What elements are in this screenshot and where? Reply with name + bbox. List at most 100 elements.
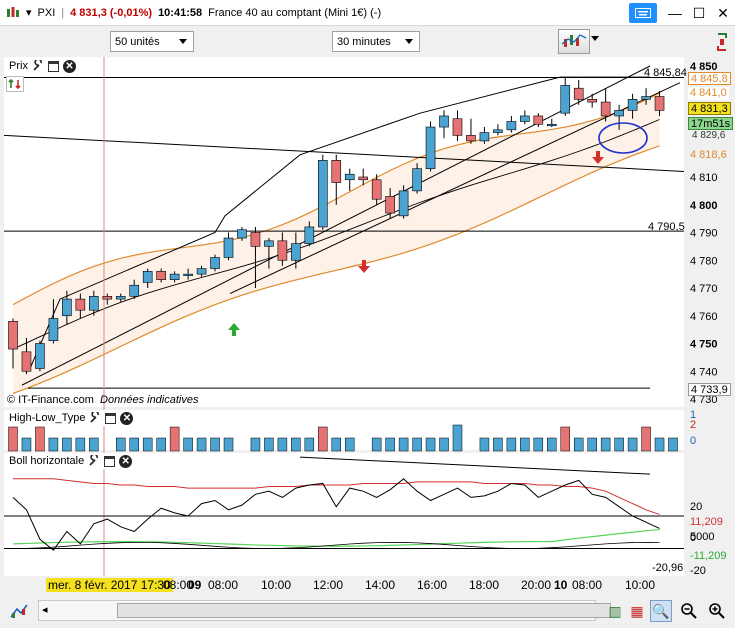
- close-icon: ✕: [717, 4, 729, 21]
- chart-area[interactable]: 4 850 4 810 4 800 4 790 4 780 4 770 4 760 4 750…: [0, 26, 735, 596]
- sell-signal-arrow: [358, 260, 370, 273]
- candle-body: [304, 226, 315, 244]
- buy-signal-arrow: [228, 323, 240, 336]
- time-axis-label: 10: [554, 578, 568, 592]
- step-line: [29, 76, 650, 369]
- boll-axis-label: 11,209: [690, 516, 723, 528]
- zoom-in-button[interactable]: [706, 600, 728, 622]
- window-icon[interactable]: [105, 412, 117, 424]
- candle-body: [371, 179, 382, 200]
- chevron-down-icon: [179, 39, 187, 44]
- hl-bar: [142, 437, 153, 452]
- chevron-down-icon[interactable]: ▾: [26, 7, 32, 19]
- cursor-date-label: mer. 8 févr. 2017 17:30: [46, 578, 173, 592]
- price-axis-label: 4 780: [690, 255, 718, 267]
- split-chart-icon: ▥: [608, 602, 622, 619]
- boll-panel-bg: [4, 453, 684, 576]
- hl-bar: [614, 437, 624, 452]
- close-icon[interactable]: ✕: [62, 59, 76, 73]
- keyboard-button[interactable]: [629, 3, 657, 23]
- wrench-icon[interactable]: [32, 60, 44, 72]
- chart-type-button[interactable]: [8, 600, 30, 622]
- candlestick-icon: [10, 604, 28, 618]
- candle-body: [250, 232, 261, 247]
- candle-body: [493, 129, 503, 133]
- boll-axis-label: 0: [690, 532, 696, 544]
- hl-label-2: 2: [690, 419, 696, 431]
- time-scrollbar[interactable]: ◂: [38, 600, 611, 621]
- hl-bar: [35, 426, 45, 452]
- zoom-out-icon: [681, 603, 697, 619]
- scrollbar-thumb[interactable]: [117, 603, 611, 618]
- hl-bar: [371, 437, 382, 452]
- wrench-icon[interactable]: [88, 455, 100, 467]
- hline-high-label: 4 845,84: [644, 67, 687, 79]
- candle-body: [466, 135, 476, 142]
- price-change: 4 831,3 (-0,01%): [70, 6, 153, 19]
- interval-select[interactable]: 30 minutes: [332, 31, 420, 52]
- candle-body: [129, 284, 140, 297]
- candle-body: [48, 318, 59, 342]
- indicator-button[interactable]: [558, 29, 590, 54]
- boll-panel-title: Boll horizontale: [9, 455, 85, 467]
- price-axis-label: 4 810: [690, 172, 718, 184]
- hl-bar: [493, 437, 503, 452]
- hl-bar: [641, 426, 651, 452]
- zoom-out-button[interactable]: [678, 600, 700, 622]
- candle-body: [223, 237, 234, 258]
- moving-average-line: [12, 119, 660, 350]
- hl-bar: [654, 437, 665, 452]
- copyright-line: © IT-Finance.com Données indicatives: [7, 394, 198, 406]
- sub-price-tag: 4 829,6: [692, 130, 726, 141]
- boll-axis-label: -20: [690, 565, 706, 577]
- candle-body: [196, 268, 207, 275]
- time-axis-label: 20:00: [521, 578, 552, 592]
- candle-body: [156, 271, 166, 280]
- window-icon[interactable]: [104, 455, 116, 467]
- upper-band-tag: 4 845,8: [688, 72, 731, 85]
- app-chart-icon: [7, 6, 19, 17]
- hl-label-0: 0: [690, 435, 696, 447]
- hl-bar: [439, 437, 449, 452]
- close-icon[interactable]: ✕: [119, 454, 133, 468]
- time-axis-label: 12:00: [313, 578, 344, 592]
- close-button[interactable]: ✕: [711, 0, 735, 26]
- wrench-icon[interactable]: [89, 412, 101, 424]
- candle-body: [62, 298, 72, 317]
- candle-body: [344, 173, 355, 181]
- bollinger-lower-line: [12, 145, 660, 395]
- separator: |: [61, 6, 65, 19]
- swap-icon[interactable]: [6, 76, 24, 92]
- candle-body: [358, 176, 369, 181]
- hl-bar: [223, 437, 234, 452]
- boll-axis-label: -20,96: [652, 562, 683, 574]
- zoom-auto-icon: 🔍: [652, 602, 670, 619]
- indicator-menu-button[interactable]: [591, 36, 599, 41]
- candle-body: [546, 123, 557, 127]
- candle-body: [560, 85, 571, 114]
- refresh-icon[interactable]: [712, 30, 732, 54]
- hl-bar: [156, 437, 166, 452]
- hl-bar: [385, 437, 395, 452]
- close-icon[interactable]: ✕: [120, 411, 134, 425]
- zoom-auto-button[interactable]: 🔍: [650, 600, 672, 622]
- hline-mid-label: 4 790,5: [648, 221, 685, 233]
- price-axis-label: 4 770: [690, 283, 718, 295]
- countdown-tag: 17m51s: [688, 117, 734, 130]
- lower-band-tag: 4 818,6: [690, 149, 727, 161]
- dual-chart-button[interactable]: ▥: [604, 600, 626, 622]
- last-price-tag: 4 831,3: [688, 102, 731, 115]
- time-axis-label: 10:00: [261, 578, 292, 592]
- maximize-button[interactable]: ☐: [687, 0, 711, 26]
- units-select[interactable]: 50 unités: [110, 31, 194, 52]
- minimize-icon: —: [668, 5, 682, 21]
- disclaimer-text: Données indicatives: [100, 394, 199, 406]
- low-level-tag: 4 733,9: [688, 383, 731, 396]
- scroll-left-icon[interactable]: ◂: [42, 604, 48, 616]
- layout-chart-icon: ▦: [630, 602, 644, 619]
- minimize-button[interactable]: —: [663, 0, 687, 26]
- window-icon[interactable]: [47, 60, 59, 72]
- hl-bar: [560, 426, 570, 452]
- layout-button[interactable]: ▦: [626, 600, 648, 622]
- candle-body: [264, 240, 274, 247]
